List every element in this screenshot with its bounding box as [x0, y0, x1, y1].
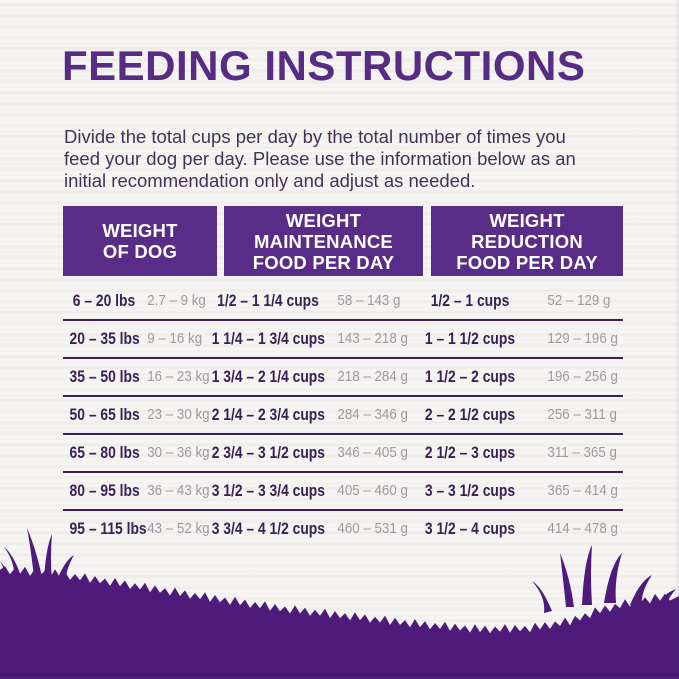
feeding-table-header: WEIGHT OF DOG WEIGHT MAINTENANCE FOOD PE… — [63, 206, 623, 276]
header-weight-of-dog: WEIGHT OF DOG — [63, 206, 217, 276]
table-row: 20 – 35 lbs 9 – 16 kg 1 1/4 – 1 3/4 cups… — [63, 321, 623, 359]
table-row: 50 – 65 lbs 23 – 30 kg 2 1/4 – 2 3/4 cup… — [63, 397, 623, 435]
reduction-cups-cell: 1 1/2 – 2 cups — [424, 367, 516, 386]
page-title: FEEDING INSTRUCTIONS — [62, 42, 586, 89]
maintenance-grams-cell: 346 – 405 g — [337, 445, 408, 461]
table-row: 35 – 50 lbs 16 – 23 kg 1 3/4 – 2 1/4 cup… — [63, 359, 623, 397]
header-line: MAINTENANCE — [254, 230, 393, 252]
maintenance-grams-cell: 460 – 531 g — [337, 521, 408, 537]
feeding-table-body: 6 – 20 lbs 2.7 – 9 kg 1/2 – 1 1/4 cups 5… — [63, 283, 623, 549]
weight-kg-cell: 2.7 – 9 kg — [147, 293, 206, 309]
maintenance-cups-cell: 2 3/4 – 3 1/2 cups — [211, 443, 325, 462]
instructions-line: initial recommendation only and adjust a… — [64, 170, 476, 191]
table-row: 65 – 80 lbs 30 – 36 kg 2 3/4 – 3 1/2 cup… — [63, 435, 623, 473]
weight-lbs-cell: 95 – 115 lbs — [69, 519, 147, 538]
weight-lbs-cell: 20 – 35 lbs — [69, 329, 140, 348]
grass-bottom-shade — [0, 673, 679, 676]
weight-kg-cell: 43 – 52 kg — [147, 521, 210, 537]
weight-kg-cell: 16 – 23 kg — [147, 369, 210, 385]
table-row: 80 – 95 lbs 36 – 43 kg 3 1/2 – 3 3/4 cup… — [63, 473, 623, 511]
reduction-grams-cell: 129 – 196 g — [547, 331, 618, 347]
header-line: WEIGHT — [102, 220, 178, 241]
header-line: REDUCTION — [471, 230, 583, 252]
reduction-grams-cell: 414 – 478 g — [547, 521, 618, 537]
weight-kg-cell: 23 – 30 kg — [147, 407, 210, 423]
weight-lbs-cell: 50 – 65 lbs — [69, 405, 140, 424]
grass-silhouette-image — [0, 528, 679, 679]
maintenance-cups-cell: 1 1/4 – 1 3/4 cups — [211, 329, 325, 348]
header-line: OF DOG — [102, 241, 178, 262]
instructions-paragraph: Divide the total cups per day by the tot… — [64, 126, 576, 192]
maintenance-grams-cell: 218 – 284 g — [337, 369, 408, 385]
header-weight-maintenance: WEIGHT MAINTENANCE FOOD PER DAY — [224, 206, 423, 276]
header-line: WEIGHT — [489, 209, 565, 231]
header-weight-reduction: WEIGHT REDUCTION FOOD PER DAY — [431, 206, 623, 276]
reduction-cups-cell: 3 1/2 – 4 cups — [424, 519, 516, 538]
header-line: FOOD PER DAY — [252, 251, 395, 273]
maintenance-cups-cell: 3 1/2 – 3 3/4 cups — [211, 481, 325, 500]
reduction-grams-cell: 256 – 311 g — [547, 407, 617, 423]
reduction-cups-cell: 2 1/2 – 3 cups — [424, 443, 516, 462]
maintenance-grams-cell: 58 – 143 g — [337, 293, 401, 309]
weight-kg-cell: 30 – 36 kg — [147, 445, 210, 461]
weight-kg-cell: 36 – 43 kg — [147, 483, 210, 499]
reduction-cups-cell: 1/2 – 1 cups — [430, 291, 510, 310]
instructions-line: feed your dog per day. Please use the in… — [64, 148, 576, 169]
table-row: 6 – 20 lbs 2.7 – 9 kg 1/2 – 1 1/4 cups 5… — [63, 283, 623, 321]
weight-lbs-cell: 35 – 50 lbs — [69, 367, 140, 386]
reduction-grams-cell: 365 – 414 g — [547, 483, 618, 499]
maintenance-grams-cell: 405 – 460 g — [337, 483, 408, 499]
reduction-grams-cell: 196 – 256 g — [547, 369, 618, 385]
maintenance-grams-cell: 143 – 218 g — [337, 331, 408, 347]
reduction-cups-cell: 1 – 1 1/2 cups — [424, 329, 516, 348]
weight-lbs-cell: 6 – 20 lbs — [72, 291, 136, 310]
weight-lbs-cell: 80 – 95 lbs — [69, 481, 140, 500]
reduction-grams-cell: 52 – 129 g — [547, 293, 611, 309]
maintenance-cups-cell: 3 3/4 – 4 1/2 cups — [211, 519, 325, 538]
header-line: FOOD PER DAY — [456, 251, 598, 273]
maintenance-cups-cell: 1 3/4 – 2 1/4 cups — [211, 367, 325, 386]
reduction-cups-cell: 2 – 2 1/2 cups — [424, 405, 516, 424]
grass-blades-right — [532, 545, 676, 613]
weight-kg-cell: 9 – 16 kg — [147, 331, 203, 347]
maintenance-cups-cell: 1/2 – 1 1/4 cups — [217, 291, 319, 310]
maintenance-cups-cell: 2 1/4 – 2 3/4 cups — [211, 405, 325, 424]
maintenance-grams-cell: 284 – 346 g — [337, 407, 408, 423]
weight-lbs-cell: 65 – 80 lbs — [69, 443, 140, 462]
reduction-grams-cell: 311 – 365 g — [547, 445, 617, 461]
instructions-line: Divide the total cups per day by the tot… — [64, 126, 566, 147]
header-line: WEIGHT — [285, 209, 362, 231]
reduction-cups-cell: 3 – 3 1/2 cups — [424, 481, 516, 500]
table-row: 95 – 115 lbs 43 – 52 kg 3 3/4 – 4 1/2 cu… — [63, 511, 623, 549]
